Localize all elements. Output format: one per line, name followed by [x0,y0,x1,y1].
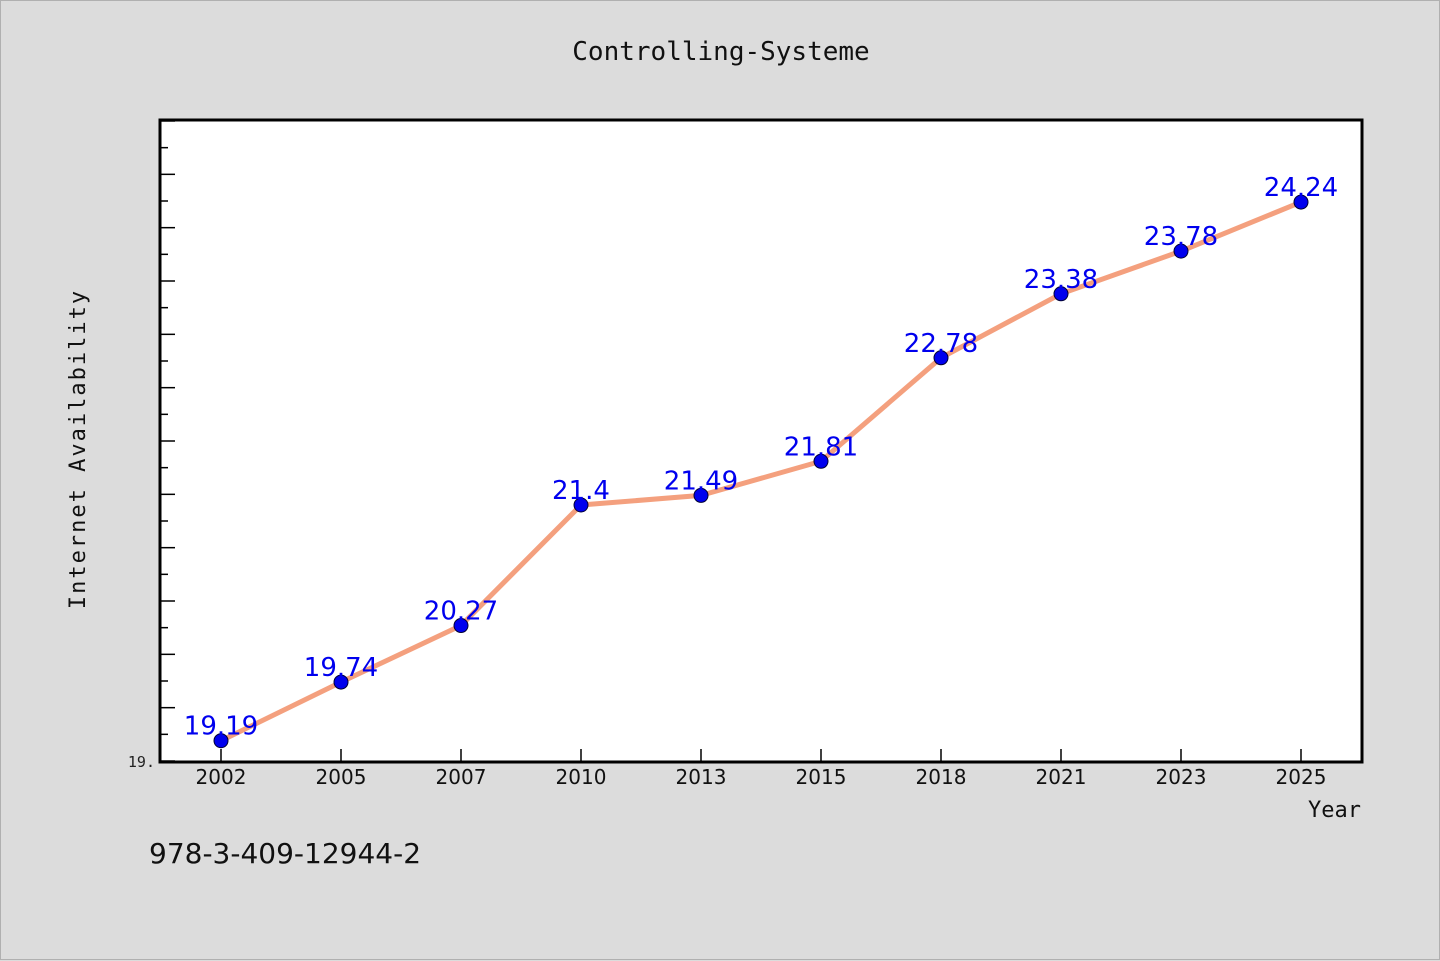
data-point [213,733,229,749]
x-tick-label: 2002 [196,765,247,789]
x-tick-label: 2010 [556,765,607,789]
series-line [218,199,1304,744]
data-point [453,618,469,634]
y-tick-label: 19. [128,753,155,771]
data-point [1053,286,1069,302]
x-axis-label: Year [1308,798,1361,823]
data-label: 21.49 [664,466,738,496]
data-label: 20.27 [424,597,498,627]
x-tick-label: 2025 [1276,765,1327,789]
data-label: 24.24 [1264,173,1338,203]
x-tick-label: 2018 [916,765,967,789]
data-point [813,453,829,469]
x-axis-ticks: 2002 2005 2007 2010 2013 2015 2018 2021 2023 2025 [196,749,1327,789]
data-point [693,487,709,503]
data-point [1293,194,1309,210]
data-label: 21.4 [552,476,610,506]
x-tick-label: 2007 [436,765,487,789]
data-label: 23.78 [1144,222,1218,252]
y-axis-label: Internet Availability [66,289,91,609]
isbn-label: 978-3-409-12944-2 [149,837,422,870]
x-tick-label: 2023 [1156,765,1207,789]
data-point [1173,243,1189,259]
x-tick-label: 2015 [796,765,847,789]
chart-title: Controlling-Systeme [572,37,870,67]
data-label: 19.74 [304,653,378,683]
data-point [333,674,349,690]
data-label: 23.38 [1024,265,1098,295]
data-labels: 19.19 19.74 20.27 21.4 21.49 21.81 22.78 23.38 2… [184,173,1338,742]
x-tick-label: 2005 [316,765,367,789]
data-points [213,194,1309,749]
data-label: 19.19 [184,712,258,742]
data-label: 22.78 [904,329,978,359]
x-tick-label: 2021 [1036,765,1087,789]
x-tick-label: 2013 [676,765,727,789]
data-point [573,497,589,513]
data-point [933,350,949,366]
y-axis-ticks [161,120,175,762]
data-label: 21.81 [784,432,858,462]
plot-area [158,118,1364,764]
